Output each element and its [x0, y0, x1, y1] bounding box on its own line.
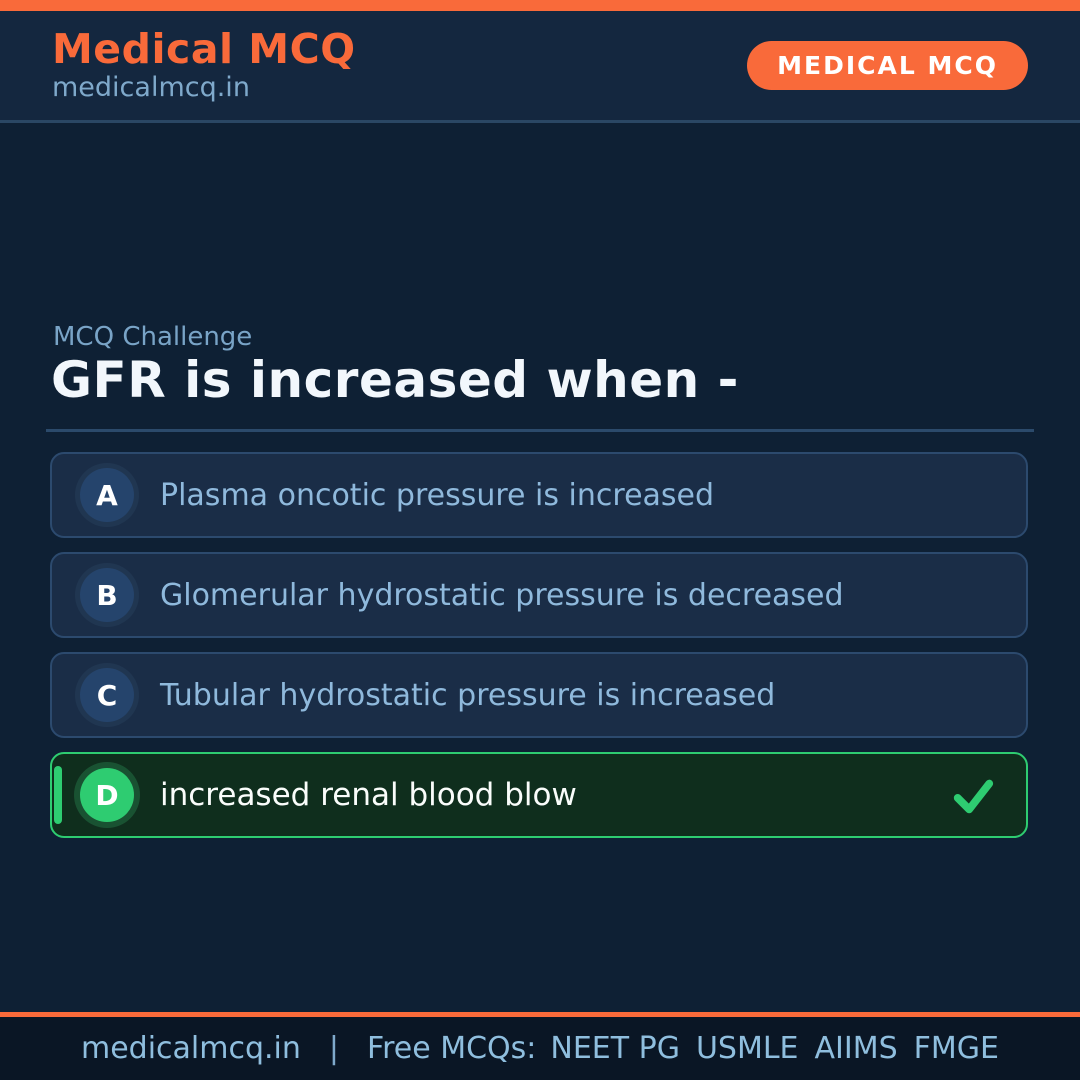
- option-c-letter-badge: C: [80, 668, 134, 722]
- option-d-text: increased renal blood blow: [160, 777, 577, 813]
- option-b-letter-badge: B: [80, 568, 134, 622]
- brand-badge: MEDICAL MCQ: [747, 41, 1028, 90]
- correct-accent-bar: [54, 766, 62, 824]
- footer-separator: |: [328, 1031, 339, 1066]
- option-d-correct[interactable]: D increased renal blood blow: [50, 752, 1028, 838]
- question-kicker: MCQ Challenge: [53, 322, 253, 352]
- check-icon: [950, 772, 996, 818]
- option-c-text: Tubular hydrostatic pressure is increase…: [160, 677, 776, 713]
- option-b[interactable]: B Glomerular hydrostatic pressure is dec…: [50, 552, 1028, 638]
- footer-accent-strip: [0, 1012, 1080, 1017]
- options-list: A Plasma oncotic pressure is increased B…: [50, 452, 1028, 838]
- brand-site-url: medicalmcq.in: [52, 71, 250, 103]
- option-a-text: Plasma oncotic pressure is increased: [160, 477, 715, 513]
- footer-site-url: medicalmcq.in: [80, 1031, 301, 1066]
- option-c[interactable]: C Tubular hydrostatic pressure is increa…: [50, 652, 1028, 738]
- header: Medical MCQ medicalmcq.in MEDICAL MCQ: [0, 11, 1080, 123]
- footer-exam-aiims: AIIMS: [814, 1031, 898, 1066]
- option-a-letter-badge: A: [80, 468, 134, 522]
- footer-exam-fmge: FMGE: [913, 1031, 1000, 1066]
- option-a[interactable]: A Plasma oncotic pressure is increased: [50, 452, 1028, 538]
- footer-tagline: Free MCQs:: [367, 1031, 537, 1066]
- question-title: GFR is increased when -: [51, 351, 739, 409]
- footer-exam-usmle: USMLE: [695, 1031, 799, 1066]
- top-accent-strip: [0, 0, 1080, 11]
- option-b-text: Glomerular hydrostatic pressure is decre…: [160, 577, 844, 613]
- option-d-letter-badge: D: [80, 768, 134, 822]
- brand-block: Medical MCQ medicalmcq.in: [52, 24, 356, 104]
- footer: medicalmcq.in | Free MCQs: NEET PG USMLE…: [0, 1017, 1080, 1080]
- brand-title: Medical MCQ: [52, 24, 356, 73]
- question-divider: [46, 429, 1034, 432]
- footer-exam-neet-pg: NEET PG: [550, 1031, 680, 1066]
